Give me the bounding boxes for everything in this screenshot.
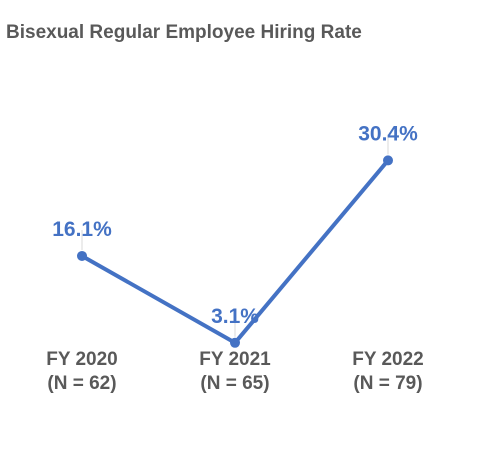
data-point (383, 155, 393, 166)
category-label: FY 2021 (199, 349, 271, 370)
data-label: 30.4% (358, 122, 418, 145)
category-label-layer: FY 2020 (N = 62) FY 2021 (N = 65) FY 2022 (N … (46, 349, 423, 394)
category-sublabel: (N = 62) (47, 373, 116, 394)
category-sublabel: (N = 65) (200, 373, 269, 394)
data-label: 3.1% (211, 305, 259, 328)
category-label: FY 2022 (352, 349, 423, 370)
data-point-layer (77, 155, 393, 348)
category-sublabel: (N = 79) (353, 373, 422, 394)
data-label: 16.1% (52, 218, 112, 241)
data-point (230, 337, 240, 348)
data-label-layer: 16.1% 3.1% 30.4% (52, 122, 418, 327)
category-label: FY 2020 (46, 349, 117, 370)
chart-title: Bisexual Regular Employee Hiring Rate (6, 22, 362, 43)
data-point (77, 250, 87, 261)
